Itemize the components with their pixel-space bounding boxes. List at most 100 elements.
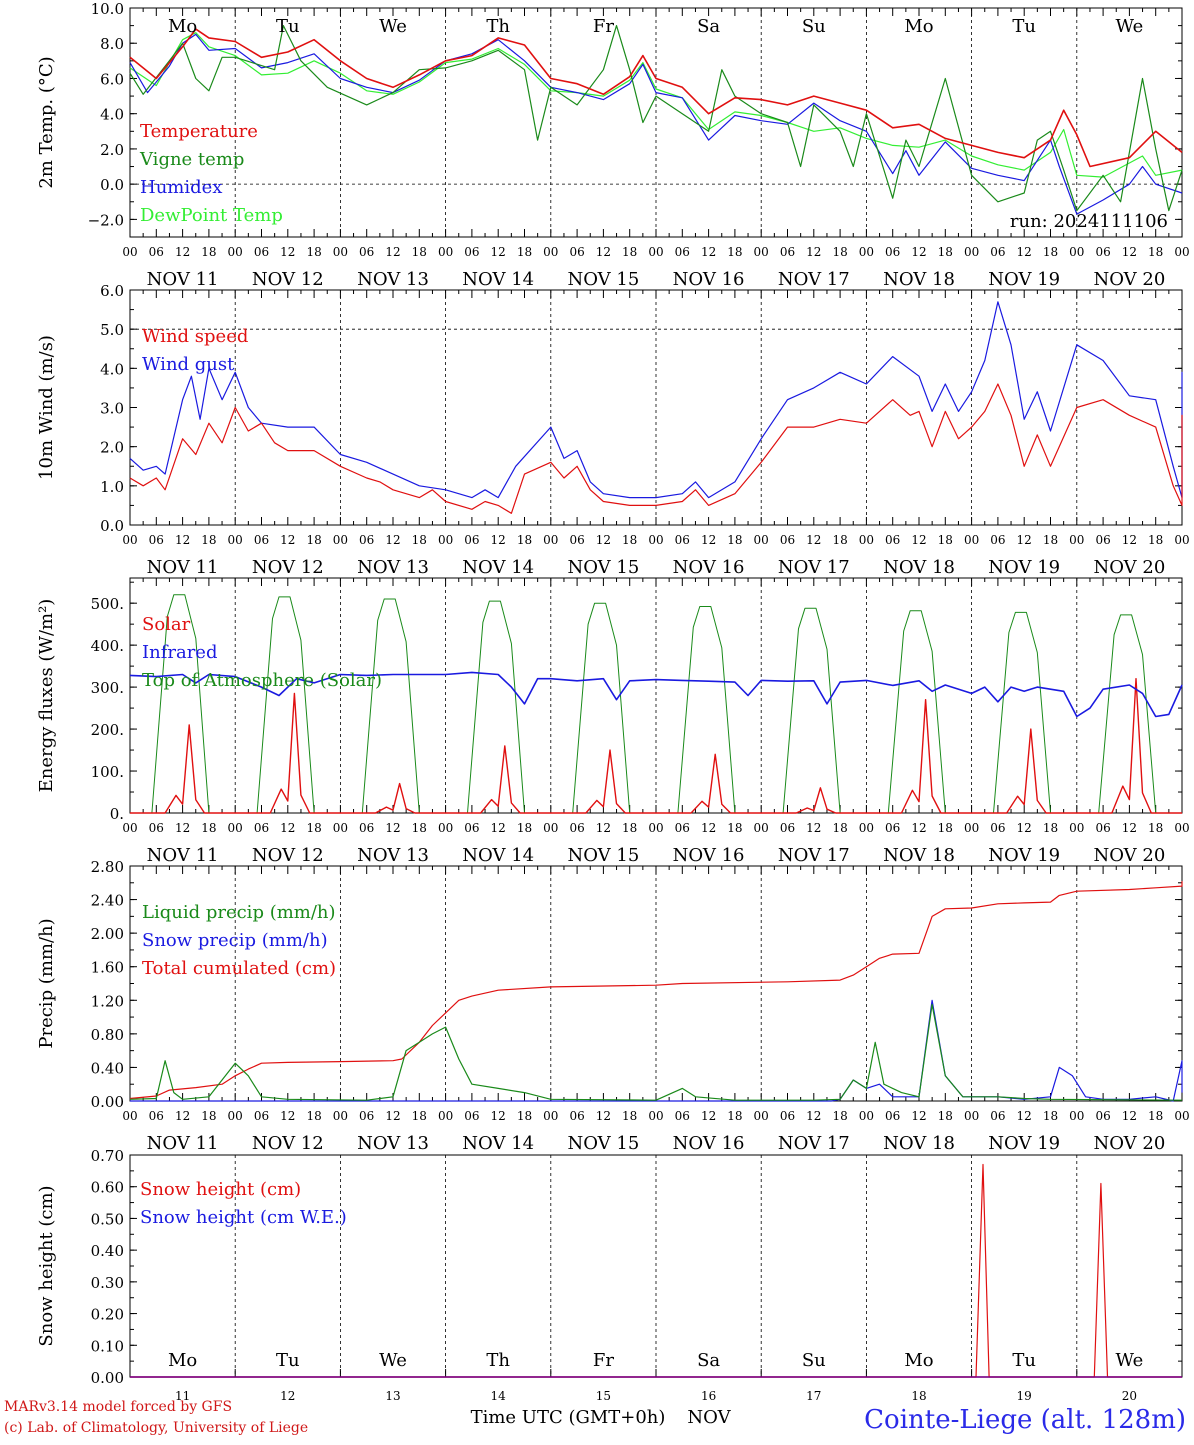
hour-label: 06 (990, 245, 1005, 259)
hour-label: 06 (149, 533, 164, 547)
y-tick-label: 0.00 (91, 1093, 124, 1111)
date-label: NOV 13 (357, 557, 429, 578)
y-tick-label: 2.0 (100, 141, 124, 159)
y-tick-label: 500. (91, 595, 124, 613)
day-name: Sa (697, 1350, 720, 1371)
hour-label: 06 (254, 1109, 269, 1123)
date-label: NOV 14 (462, 557, 534, 578)
hour-label: 18 (832, 1109, 847, 1123)
hour-label: 00 (1174, 245, 1189, 259)
hour-label: 12 (280, 1109, 295, 1123)
hour-label: 12 (491, 1109, 506, 1123)
hour-label: 12 (911, 821, 926, 835)
day-name: We (1116, 16, 1144, 37)
hour-label: 06 (569, 1109, 584, 1123)
hour-label: 12 (1017, 821, 1032, 835)
series-line-blue (130, 999, 1183, 1102)
y-tick-label: 2.0 (100, 439, 124, 457)
y-tick-label: 0.20 (91, 1306, 124, 1324)
hour-label: 06 (675, 533, 690, 547)
y-tick-label: 1.0 (100, 478, 124, 496)
date-label: NOV 12 (252, 269, 324, 290)
hour-label: 18 (1148, 1109, 1163, 1123)
day-number: 12 (280, 1389, 295, 1403)
date-label: NOV 13 (357, 1133, 429, 1154)
y-axis-title: 2m Temp. (°C) (36, 56, 57, 188)
hour-label: 06 (149, 1109, 164, 1123)
hour-label: 00 (543, 245, 558, 259)
series-line-green (129, 25, 1183, 212)
hour-label: 00 (754, 533, 769, 547)
day-name: Fr (593, 16, 614, 37)
y-tick-label: 200. (91, 721, 124, 739)
hour-label: 00 (122, 1109, 137, 1123)
hour-label: 06 (254, 821, 269, 835)
hour-label: 00 (333, 533, 348, 547)
y-tick-label: 4.0 (100, 106, 124, 124)
day-number: 17 (806, 1389, 821, 1403)
y-tick-label: −2.0 (88, 211, 124, 229)
date-label: NOV 14 (462, 1133, 534, 1154)
series-line-red (129, 881, 1183, 1100)
y-tick-label: 6.0 (100, 70, 124, 88)
day-number: 16 (701, 1389, 716, 1403)
hour-label: 00 (122, 821, 137, 835)
hour-label: 12 (701, 533, 716, 547)
date-label: NOV 20 (1093, 269, 1165, 290)
legend-entry: Top of Atmosphere (Solar) (142, 670, 382, 691)
hour-label: 12 (175, 245, 190, 259)
hour-label: 00 (333, 245, 348, 259)
hour-label: 18 (727, 533, 742, 547)
hour-label: 06 (359, 533, 374, 547)
y-tick-label: 6.0 (100, 282, 124, 300)
date-label: NOV 11 (147, 845, 219, 866)
legend-entry: Vigne temp (139, 149, 244, 170)
hour-label: 06 (254, 533, 269, 547)
hour-label: 06 (569, 245, 584, 259)
date-label: NOV 19 (988, 845, 1060, 866)
date-label: NOV 11 (147, 557, 219, 578)
hour-label: 18 (306, 245, 321, 259)
hour-label: 00 (438, 245, 453, 259)
hour-label: 12 (911, 245, 926, 259)
date-label: NOV 11 (147, 1133, 219, 1154)
date-label: NOV 20 (1093, 1133, 1165, 1154)
hour-label: 12 (385, 245, 400, 259)
hour-label: 12 (806, 245, 821, 259)
y-tick-label: 0.10 (91, 1337, 124, 1355)
hour-label: 00 (964, 821, 979, 835)
hour-label: 00 (648, 245, 663, 259)
date-label: NOV 12 (252, 1133, 324, 1154)
day-name: Su (802, 16, 826, 37)
hour-label: 00 (648, 533, 663, 547)
hour-label: 00 (859, 1109, 874, 1123)
date-label: NOV 16 (673, 845, 745, 866)
hour-label: 12 (175, 1109, 190, 1123)
hour-label: 12 (701, 1109, 716, 1123)
hour-label: 18 (938, 245, 953, 259)
y-tick-label: 0.0 (100, 176, 124, 194)
legend-entry: Total cumulated (cm) (142, 958, 336, 979)
series-line-green (129, 1003, 1183, 1101)
hour-label: 18 (622, 1109, 637, 1123)
day-name: We (379, 16, 407, 37)
hour-label: 12 (806, 821, 821, 835)
legend-entry: Wind speed (142, 326, 248, 347)
y-tick-label: 0.50 (91, 1210, 124, 1228)
date-label: NOV 18 (883, 557, 955, 578)
hour-label: 18 (832, 533, 847, 547)
date-label: NOV 18 (883, 1133, 955, 1154)
day-number: 13 (385, 1389, 400, 1403)
day-name: Mo (904, 1350, 933, 1371)
hour-label: 06 (885, 533, 900, 547)
month-label: NOV (687, 1407, 731, 1428)
date-label: NOV 17 (778, 1133, 850, 1154)
series-line-red (129, 28, 1183, 168)
hour-label: 00 (333, 821, 348, 835)
hour-label: 18 (517, 245, 532, 259)
date-label: NOV 15 (567, 557, 639, 578)
y-tick-label: 8.0 (100, 35, 124, 53)
hour-label: 12 (1017, 1109, 1032, 1123)
hour-label: 12 (280, 821, 295, 835)
hour-label: 18 (622, 245, 637, 259)
